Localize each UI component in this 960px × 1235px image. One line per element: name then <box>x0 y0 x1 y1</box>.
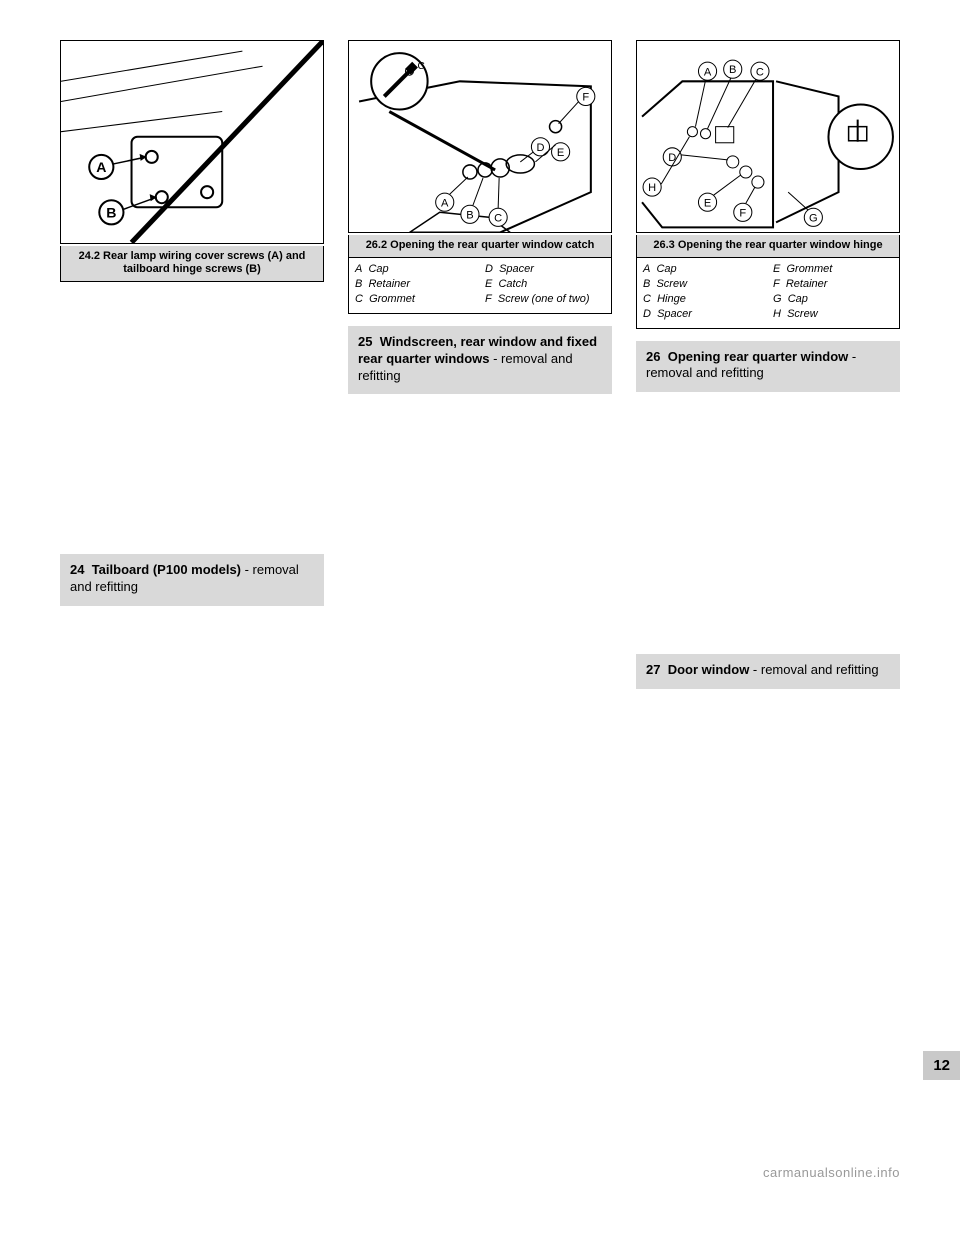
figure-26-3: A B C D E F G H <box>636 40 900 233</box>
figure-24-2: A B <box>60 40 324 244</box>
section-24-number: 24 <box>70 562 84 577</box>
figure-26-3-legend: A Cap B Screw C Hinge D Spacer E Grommet… <box>636 258 900 328</box>
svg-text:E: E <box>704 197 711 209</box>
figure-26-2: C A B C <box>348 40 612 233</box>
column-left: A B 24.2 Rear lamp wiring cover screws (… <box>60 40 324 616</box>
section-26-title-bold: Opening rear quarter window <box>668 349 849 364</box>
section-27-head: 27 Door window - removal and refitting <box>636 654 900 689</box>
svg-text:G: G <box>809 212 818 224</box>
figure-24-2-svg: A B <box>61 41 323 243</box>
svg-text:F: F <box>739 207 746 219</box>
figure-26-3-svg: A B C D E F G H <box>637 41 899 232</box>
footer-watermark: carmanualsonline.info <box>763 1165 900 1180</box>
svg-text:B: B <box>106 204 116 220</box>
page-tab: 12 <box>923 1051 960 1080</box>
svg-text:B: B <box>466 209 473 221</box>
figure-26-2-caption: 26.2 Opening the rear quarter window cat… <box>348 235 612 258</box>
svg-text:C: C <box>756 66 764 78</box>
svg-text:E: E <box>557 147 564 159</box>
svg-text:B: B <box>729 64 736 76</box>
column-mid: C A B C <box>348 40 612 404</box>
figure-24-2-caption: 24.2 Rear lamp wiring cover screws (A) a… <box>60 246 324 283</box>
section-27-title-rest: - removal and refitting <box>749 662 878 677</box>
section-24-head: 24 Tailboard (P100 models) - removal and… <box>60 554 324 606</box>
svg-text:F: F <box>582 91 589 103</box>
section-27-number: 27 <box>646 662 660 677</box>
figure-26-2-svg: C A B C <box>349 41 611 232</box>
section-24-title-bold: Tailboard (P100 models) <box>92 562 241 577</box>
svg-text:A: A <box>96 159 106 175</box>
svg-text:H: H <box>648 182 656 194</box>
section-26-head: 26 Opening rear quarter window - removal… <box>636 341 900 393</box>
section-25-head: 25 Windscreen, rear window and fixed rea… <box>348 326 612 395</box>
column-right: A B C D E F G H <box>636 40 900 699</box>
section-25-number: 25 <box>358 334 372 349</box>
svg-text:A: A <box>441 197 449 209</box>
svg-text:C: C <box>494 212 502 224</box>
svg-text:C: C <box>418 61 425 72</box>
section-27-title-bold: Door window <box>668 662 750 677</box>
figure-26-2-legend: A Cap B Retainer C Grommet D Spacer E Ca… <box>348 258 612 314</box>
svg-text:A: A <box>704 66 712 78</box>
figure-26-3-caption: 26.3 Opening the rear quarter window hin… <box>636 235 900 258</box>
svg-text:D: D <box>536 142 544 154</box>
svg-text:D: D <box>668 152 676 164</box>
section-26-number: 26 <box>646 349 660 364</box>
